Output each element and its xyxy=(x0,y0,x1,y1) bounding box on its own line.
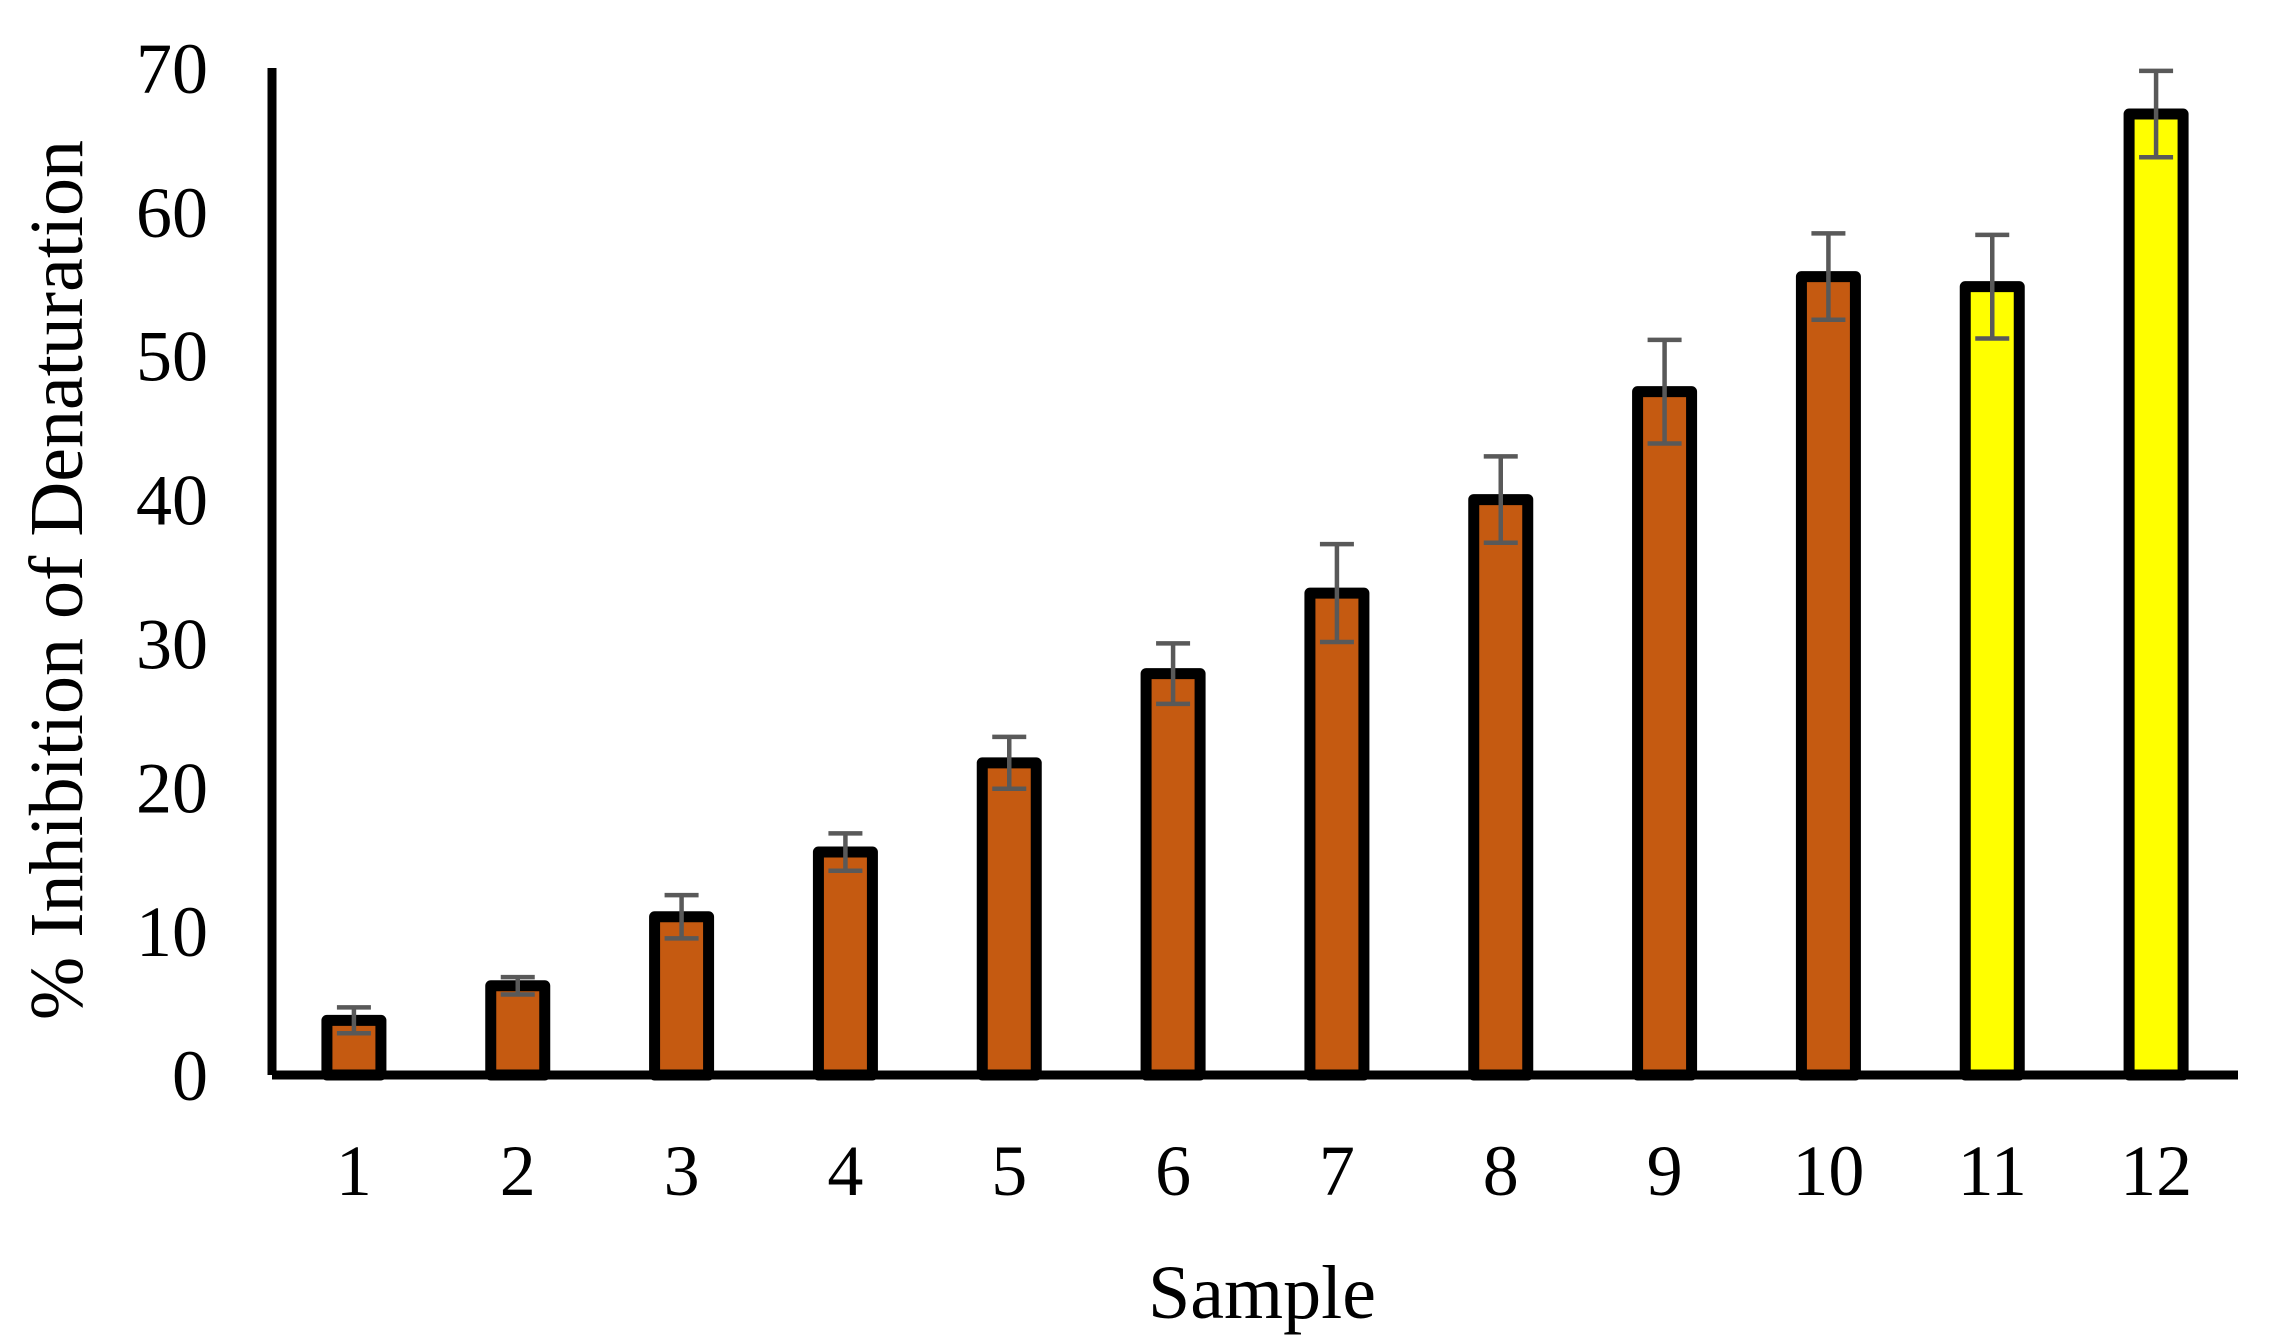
x-tick-label-1: 1 xyxy=(336,1131,372,1211)
y-tick-label-50: 50 xyxy=(136,317,208,397)
y-tick-label-60: 60 xyxy=(136,173,208,253)
error-bar-10 xyxy=(1811,231,1846,322)
x-tick-label-4: 4 xyxy=(827,1131,863,1211)
x-axis-title: Sample xyxy=(1148,1251,1376,1335)
x-tick-label-5: 5 xyxy=(991,1131,1027,1211)
x-tick-label-3: 3 xyxy=(664,1131,700,1211)
bar-11 xyxy=(1959,281,2025,1081)
x-tick-label-12: 12 xyxy=(2120,1131,2192,1211)
error-bar-2 xyxy=(500,974,535,997)
bar-10 xyxy=(1795,271,1861,1081)
error-bar-3 xyxy=(664,892,699,941)
bars-layer xyxy=(321,108,2189,1081)
bar-9 xyxy=(1632,386,1698,1081)
error-bar-5 xyxy=(992,734,1027,791)
x-tick-labels: 1 2 3 4 5 6 7 8 9 10 11 12 xyxy=(336,1131,2192,1211)
y-tick-label-40: 40 xyxy=(136,461,208,541)
y-tick-label-70: 70 xyxy=(136,29,208,109)
error-bar-9 xyxy=(1647,337,1682,446)
x-tick-label-8: 8 xyxy=(1483,1131,1519,1211)
y-tick-label-20: 20 xyxy=(136,748,208,828)
y-axis-title: % Inhibition of Denaturation xyxy=(15,140,99,1020)
x-tick-label-11: 11 xyxy=(1958,1131,2027,1211)
error-bar-4 xyxy=(828,831,863,873)
bar-7 xyxy=(1304,587,1370,1081)
bar-6 xyxy=(1140,668,1206,1081)
y-tick-labels: 0 10 20 30 40 50 60 70 xyxy=(136,29,208,1116)
bar-2 xyxy=(485,980,551,1081)
bar-8 xyxy=(1468,494,1534,1081)
bar-4 xyxy=(812,846,878,1081)
error-bar-8 xyxy=(1483,454,1518,545)
error-bar-11 xyxy=(1975,232,2010,341)
y-tick-label-10: 10 xyxy=(136,892,208,972)
error-bar-1 xyxy=(336,1005,371,1036)
y-tick-label-30: 30 xyxy=(136,604,208,684)
x-tick-label-7: 7 xyxy=(1319,1131,1355,1211)
error-bar-6 xyxy=(1156,641,1191,707)
axes-layer xyxy=(267,68,2238,1080)
y-tick-label-0: 0 xyxy=(172,1036,208,1116)
x-tick-label-2: 2 xyxy=(500,1131,536,1211)
x-tick-label-9: 9 xyxy=(1647,1131,1683,1211)
x-tick-label-6: 6 xyxy=(1155,1131,1191,1211)
bar-12 xyxy=(2123,108,2189,1081)
x-tick-label-10: 10 xyxy=(1792,1131,1864,1211)
bar-5 xyxy=(976,757,1042,1081)
error-bar-7 xyxy=(1319,541,1354,645)
error-bar-12 xyxy=(2139,68,2174,160)
error-bars-layer xyxy=(336,68,2174,1036)
